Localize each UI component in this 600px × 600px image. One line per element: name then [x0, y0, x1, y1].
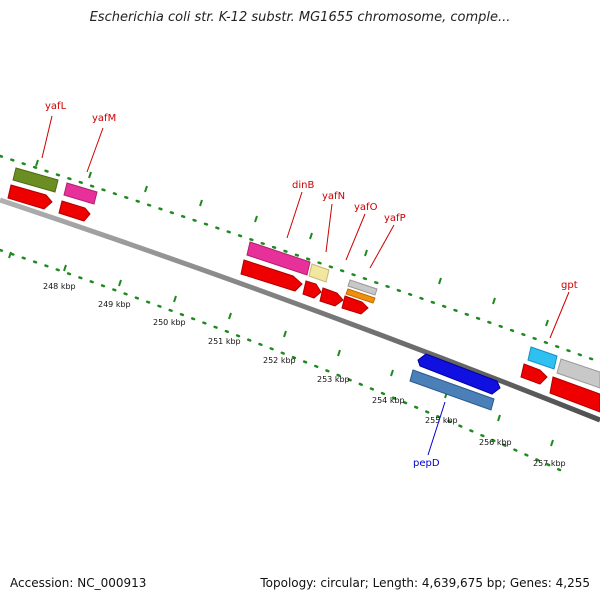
- tick-label: 257 kbp: [533, 459, 566, 468]
- outer-major-ticks: [35, 159, 549, 327]
- gene-label-yafL: yafL: [45, 101, 67, 112]
- gene-label-dinB: dinB: [292, 180, 314, 191]
- gene-bar-yafL[interactable]: [12, 167, 59, 193]
- gene-bar-dinB[interactable]: [246, 241, 311, 276]
- gene-labels: yafL yafM dinB yafN yafO yafP gpt pepD: [45, 101, 578, 469]
- cds-arrow-unnamed[interactable]: [549, 376, 600, 413]
- map-title: Escherichia coli str. K-12 substr. MG165…: [89, 10, 511, 25]
- gene-bar-yafO[interactable]: [347, 279, 378, 296]
- gene-label-yafO: yafO: [354, 202, 378, 213]
- tick-label: 256 kbp: [479, 438, 512, 447]
- gene-bar-yafP[interactable]: [345, 288, 376, 304]
- gene-bar-pepD[interactable]: [417, 353, 501, 395]
- gene-label-yafN: yafN: [322, 191, 345, 202]
- gene-label-yafM: yafM: [92, 113, 116, 124]
- accession-text: Accession: NC_000913: [10, 576, 147, 590]
- gene-features: [7, 167, 600, 413]
- cds-arrow-yafP[interactable]: [341, 295, 369, 315]
- gene-bar-gpt[interactable]: [527, 346, 558, 370]
- gene-bar-yafN[interactable]: [308, 263, 330, 283]
- tick-label: 251 kbp: [208, 337, 241, 346]
- tick-label: 252 kbp: [263, 356, 296, 365]
- tick-label: 249 kbp: [98, 300, 131, 309]
- tick-label: 254 kbp: [372, 396, 405, 405]
- tick-label: 253 kbp: [317, 375, 350, 384]
- gene-label-gpt: gpt: [561, 280, 578, 291]
- tick-labels: 248 kbp 249 kbp 250 kbp 251 kbp 252 kbp …: [43, 282, 566, 468]
- chromosome-backbone: [0, 197, 600, 423]
- outer-tick-track: [0, 154, 600, 364]
- cds-arrow-yafO[interactable]: [319, 287, 344, 307]
- cds-arrow-gpt[interactable]: [520, 363, 548, 385]
- cds-arrow-yafN[interactable]: [302, 280, 322, 299]
- inner-major-ticks: [8, 251, 554, 447]
- cds-arrow-yafL[interactable]: [7, 184, 53, 210]
- tick-label: 248 kbp: [43, 282, 76, 291]
- genome-summary-text: Topology: circular; Length: 4,639,675 bp…: [260, 576, 590, 590]
- cds-bar-pepD[interactable]: [409, 369, 495, 411]
- gene-bar-yafM[interactable]: [63, 182, 98, 205]
- gene-label-pepD: pepD: [413, 458, 440, 469]
- gene-bar-unnamed[interactable]: [556, 358, 600, 389]
- cds-arrow-dinB[interactable]: [240, 259, 303, 292]
- gene-label-yafP: yafP: [384, 213, 406, 224]
- tick-label: 255 kbp: [425, 416, 458, 425]
- inner-tick-track: [0, 248, 562, 472]
- tick-label: 250 kbp: [153, 318, 186, 327]
- cds-arrow-yafM[interactable]: [58, 200, 91, 222]
- label-leaders: [41, 115, 570, 456]
